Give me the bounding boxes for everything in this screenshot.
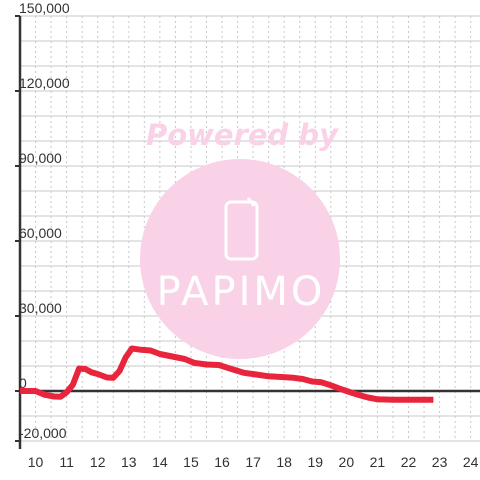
watermark-text: Powered by (146, 118, 339, 152)
y-tick-label: 150,000 (19, 0, 70, 16)
x-tick-label: 13 (121, 454, 137, 470)
series-group (20, 345, 434, 403)
phone-icon (224, 197, 259, 261)
series-line (20, 345, 434, 403)
x-tick-label: 24 (463, 454, 479, 470)
x-tick-label: 19 (307, 454, 323, 470)
x-tick-label: 22 (401, 454, 417, 470)
x-tick-label: 15 (183, 454, 199, 470)
x-tick-label: 16 (214, 454, 230, 470)
x-tick-label: 18 (276, 454, 292, 470)
y-tick-label: 120,000 (19, 75, 70, 91)
grid-lines (20, 15, 480, 442)
x-tick-label: 23 (432, 454, 448, 470)
x-tick-label: 12 (90, 454, 106, 470)
x-tick-label: 21 (370, 454, 386, 470)
y-tick-label: 30,000 (19, 300, 62, 316)
watermark: Powered by PAPIMO (140, 118, 340, 359)
x-tick-label: 10 (28, 454, 44, 470)
x-tick-label: 11 (59, 454, 74, 470)
x-tick-label: 20 (339, 454, 355, 470)
y-tick-label: -20,000 (19, 425, 67, 441)
y-tick-label: 60,000 (19, 225, 62, 241)
x-tick-label: 17 (245, 454, 261, 470)
x-tick-label: 14 (152, 454, 168, 470)
x-tick-labels: 10 11 12 13 14 15 16 17 18 19 20 21 22 23 24 (28, 454, 479, 470)
axes (18, 16, 480, 449)
y-tick-label: 90,000 (19, 150, 62, 166)
y-tick-label: 0 (19, 375, 27, 391)
watermark-logo-text: PAPIMO (157, 269, 326, 315)
y-tick-labels: -20,000 0 30,000 60,000 90,000 120,000 150,000 (15, 0, 70, 442)
